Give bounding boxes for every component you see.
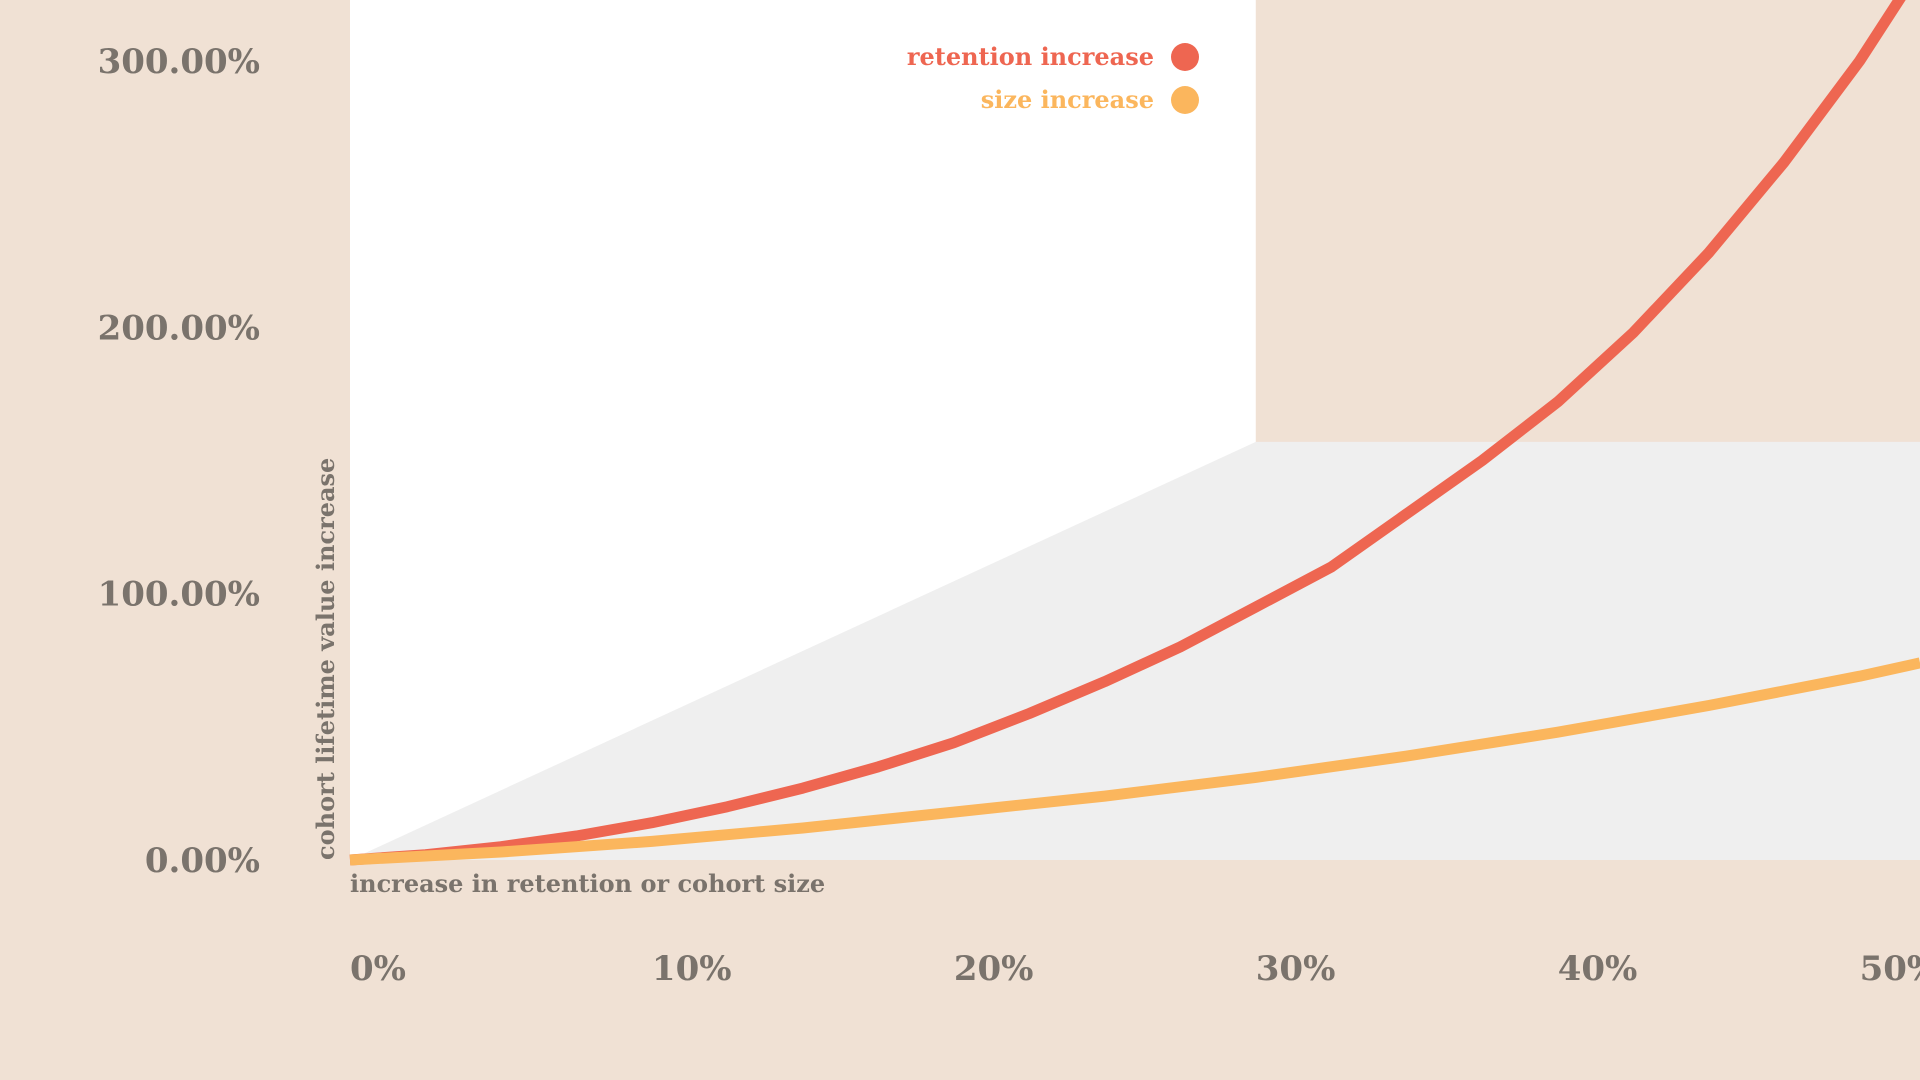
legend: retention increase size increase (907, 42, 1199, 114)
plot-regions (350, 0, 1920, 860)
x-tick-label: 0% (350, 949, 406, 989)
y-tick-label: 100.00% (98, 575, 260, 615)
legend-marker (1171, 43, 1199, 71)
y-tick-label: 300.00% (98, 42, 260, 82)
x-tick-label: 10% (652, 949, 732, 989)
series-lines (349, 0, 1920, 866)
x-tick-label: 40% (1558, 949, 1638, 989)
legend-label: size increase (981, 85, 1154, 114)
x-tick-label: 30% (1256, 949, 1336, 989)
y-axis-label: cohort lifetime value increase (311, 458, 340, 860)
x-tick-label: 20% (954, 949, 1034, 989)
series-line-retention (349, 0, 1906, 866)
y-tick-label: 200.00% (98, 308, 260, 348)
legend-label: retention increase (907, 42, 1154, 71)
y-tick-label: 0.00% (145, 841, 260, 881)
series-line-size (349, 657, 1920, 866)
shaded-band (350, 441, 1920, 860)
legend-marker (1171, 86, 1199, 114)
x-axis-ticks: 0% 10% 20% 30% 40% 50% (350, 949, 1920, 989)
y-axis-ticks: 0.00% 100.00% 200.00% 300.00% (98, 42, 260, 881)
x-tick-label: 50% (1860, 949, 1920, 989)
x-axis-label: increase in retention or cohort size (350, 869, 825, 898)
